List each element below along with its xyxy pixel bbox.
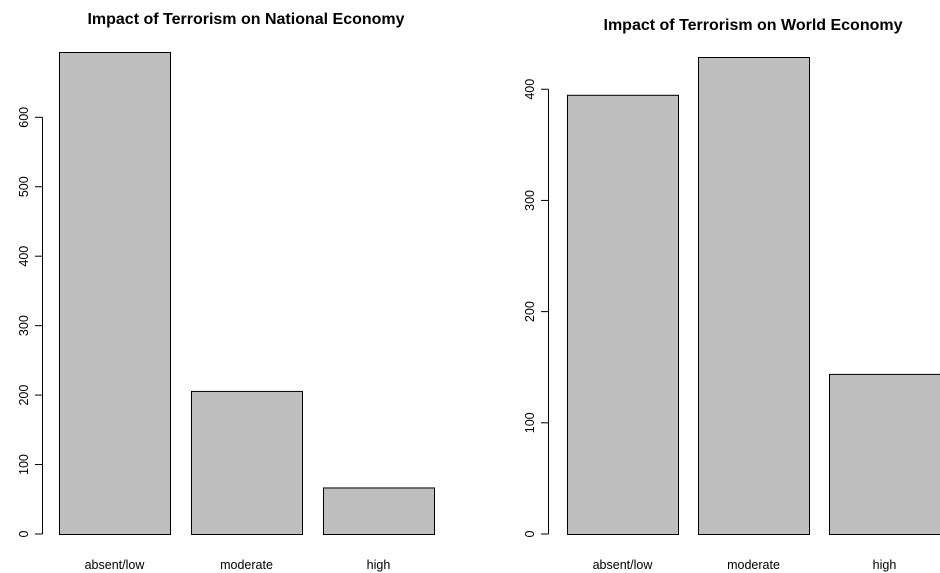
y-tick-label: 100 — [523, 412, 537, 433]
chart-title: Impact of Terrorism on World Economy — [604, 17, 903, 34]
x-tick-label: high — [367, 558, 391, 572]
y-tick-label: 300 — [17, 315, 31, 336]
x-tick-label: moderate — [727, 558, 780, 572]
chart-national-economy: Impact of Terrorism on National Economy … — [17, 11, 435, 572]
y-tick-label: 300 — [523, 190, 537, 211]
bar-moderate — [191, 390, 303, 535]
x-tick-label: moderate — [220, 558, 273, 572]
y-tick-label: 400 — [17, 246, 31, 267]
bar-moderate — [698, 57, 810, 535]
x-tick-label: high — [873, 558, 897, 572]
chart-world-economy: Impact of Terrorism on World Economy abs… — [523, 17, 940, 572]
bar-high — [323, 487, 435, 535]
y-tick-label: 200 — [17, 385, 31, 406]
bar-absent-low — [567, 94, 679, 535]
x-tick-label: absent/low — [85, 558, 146, 572]
y-tick-label: 400 — [523, 79, 537, 100]
bar-high — [829, 373, 940, 536]
bar-absent-low — [59, 52, 171, 535]
y-tick-label: 500 — [17, 176, 31, 197]
chart-title: Impact of Terrorism on National Economy — [87, 11, 404, 28]
y-tick-label: 200 — [523, 301, 537, 322]
y-tick-label: 600 — [17, 107, 31, 128]
y-tick-label: 100 — [17, 454, 31, 475]
y-tick-label: 0 — [17, 530, 31, 537]
y-tick-label: 0 — [523, 530, 537, 537]
x-tick-label: absent/low — [593, 558, 654, 572]
